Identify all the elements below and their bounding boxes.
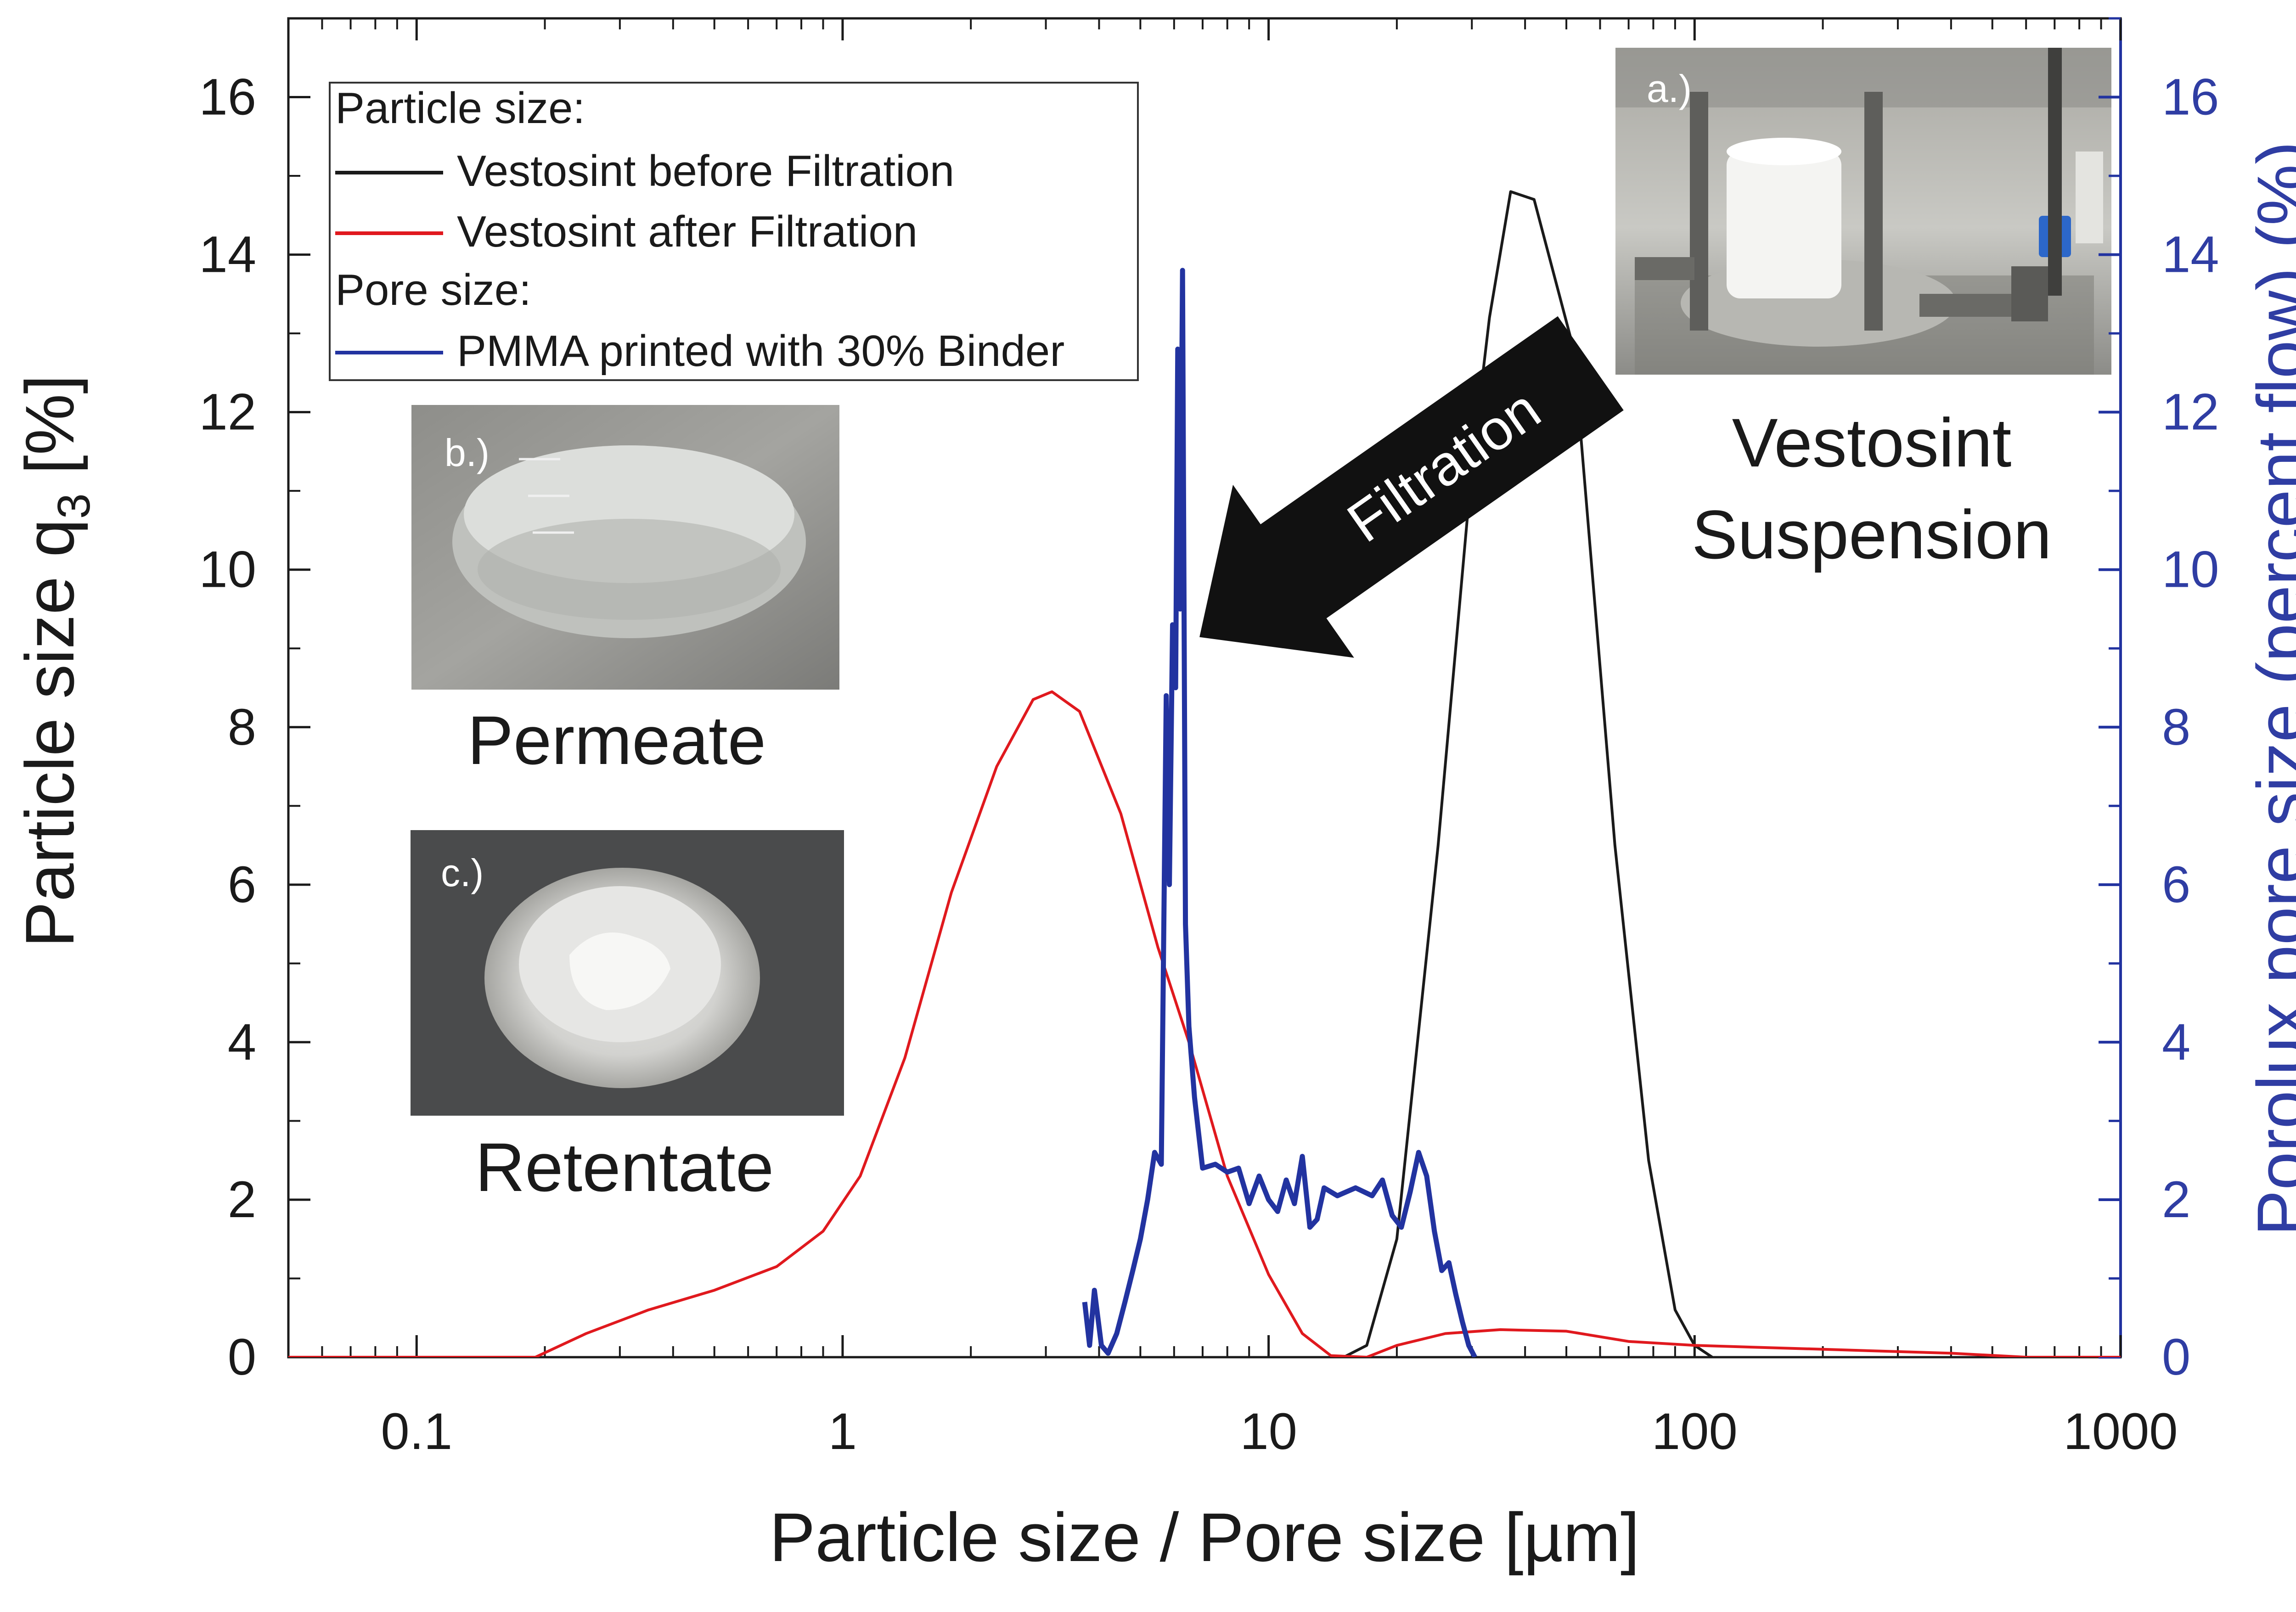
series-pmma-printed-with-30-binder [1082, 268, 1477, 1357]
legend-entry-before-filtration: Vestosint before Filtration [457, 146, 954, 196]
legend: Particle size: Vestosint before Filtrati… [329, 82, 1139, 381]
y-left-tick-label: 10 [199, 541, 256, 598]
photo-b-label: b.) [445, 431, 490, 474]
y-axis-right-title: Porolux pore size (percent flow) (%) [2243, 141, 2296, 1236]
y-left-tick-label: 8 [228, 698, 256, 756]
x-axis-title: Particle size / Pore size [µm] [769, 1499, 1639, 1576]
y-left-tick-label: 6 [228, 856, 256, 913]
y-left-ticks: 0 2 4 6 8 10 12 14 16 [199, 17, 310, 1386]
photo-a-filter-apparatus [1615, 48, 2111, 375]
x-tick-label: 10 [1240, 1403, 1297, 1460]
y-axis-left-title: Particle size q3 [%] [11, 375, 100, 948]
x-tick-label: 100 [1652, 1403, 1738, 1460]
y-left-tick-label: 14 [199, 226, 256, 283]
legend-box [329, 82, 1139, 381]
photo-c-label: c.) [441, 851, 484, 894]
y-right-tick-label: 14 [2162, 226, 2219, 283]
y-axis-left-title-unit: [%] [11, 375, 88, 493]
y-left-tick-label: 0 [228, 1328, 256, 1386]
annotation-suspension: Suspension [1692, 496, 2052, 573]
y-right-tick-label: 4 [2162, 1013, 2190, 1071]
legend-entry-after-filtration: Vestosint after Filtration [457, 207, 917, 256]
y-left-tick-label: 16 [199, 68, 256, 126]
x-tick-label: 0.1 [381, 1403, 452, 1460]
annotation-retentate: Retentate [475, 1129, 774, 1206]
legend-group2-title: Pore size: [335, 265, 531, 315]
y-right-tick-label: 6 [2162, 856, 2190, 913]
x-tick-label: 1000 [2063, 1403, 2178, 1460]
y-axis-left-title-sub: 3 [48, 494, 100, 519]
y-right-tick-label: 2 [2162, 1171, 2190, 1228]
y-right-tick-label: 0 [2162, 1328, 2190, 1386]
photo-b-permeate-beaker [411, 405, 839, 690]
x-tick-label: 1 [828, 1403, 857, 1460]
annotation-permeate: Permeate [467, 702, 766, 779]
series-vestosint-after-filtration [288, 690, 2121, 1357]
x-major-ticks: 0.1 1 10 100 1000 [381, 18, 2178, 1460]
photo-c-retentate-filter [411, 830, 844, 1116]
y-right-tick-label: 12 [2162, 383, 2219, 441]
y-right-tick-label: 8 [2162, 698, 2190, 756]
y-axis-left-title-main: Particle size q [11, 519, 88, 948]
series-vestosint-before-filtration [1343, 190, 1713, 1357]
y-right-tick-label: 10 [2162, 541, 2219, 598]
photo-a-label: a.) [1647, 67, 1692, 110]
y-left-tick-label: 4 [228, 1013, 256, 1071]
y-left-tick-label: 2 [228, 1171, 256, 1228]
x-minor-ticks [287, 18, 2102, 1357]
legend-entry-pmma: PMMA printed with 30% Binder [457, 326, 1064, 376]
legend-group1-title: Particle size: [335, 84, 585, 133]
annotation-vestosint: Vestosint [1732, 404, 2012, 481]
y-right-tick-label: 16 [2162, 68, 2219, 126]
y-left-tick-label: 12 [199, 383, 256, 441]
y-right-ticks: 0 2 4 6 8 10 12 14 16 [2099, 17, 2219, 1386]
filtration-arrow: Filtration [1199, 316, 1624, 658]
